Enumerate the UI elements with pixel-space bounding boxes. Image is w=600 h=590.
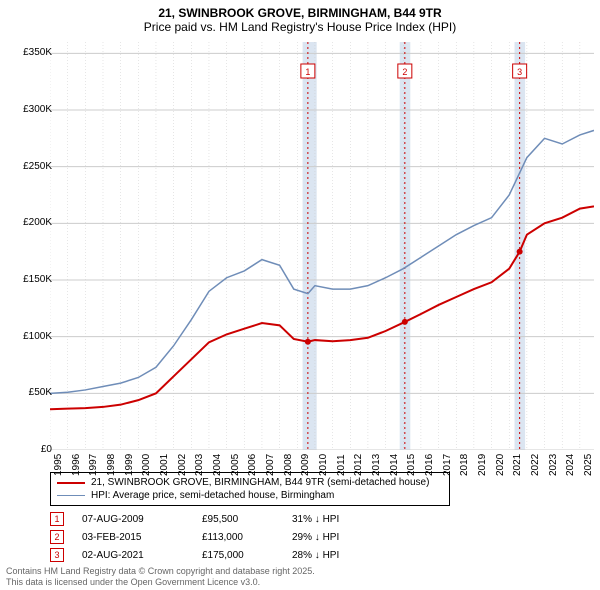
y-tick-label: £0 [6, 444, 52, 455]
legend-label: HPI: Average price, semi-detached house,… [91, 490, 334, 501]
marker-number-box: 2 [50, 530, 64, 544]
marker-price: £175,000 [202, 550, 292, 561]
y-tick-label: £250K [6, 161, 52, 172]
y-tick-label: £300K [6, 104, 52, 115]
marker-diff: 29% ↓ HPI [292, 532, 339, 543]
marker-table: 1 07-AUG-2009£95,50031% ↓ HPI 2 03-FEB-2015… [50, 512, 339, 566]
marker-price: £113,000 [202, 532, 292, 543]
y-tick-label: £150K [6, 274, 52, 285]
x-tick-label: 2022 [530, 454, 541, 476]
marker-row: 3 02-AUG-2021£175,00028% ↓ HPI [50, 548, 339, 562]
marker-row: 2 03-FEB-2015£113,00029% ↓ HPI [50, 530, 339, 544]
title-line2: Price paid vs. HM Land Registry's House … [0, 20, 600, 34]
chart-svg: 1 2 3 [50, 42, 594, 450]
svg-text:1: 1 [305, 67, 310, 77]
marker-price: £95,500 [202, 514, 292, 525]
marker-diff: 31% ↓ HPI [292, 514, 339, 525]
x-tick-label: 2025 [583, 454, 594, 476]
legend-item: HPI: Average price, semi-detached house,… [57, 489, 443, 502]
marker-row: 1 07-AUG-2009£95,50031% ↓ HPI [50, 512, 339, 526]
y-tick-label: £100K [6, 331, 52, 342]
chart: 1 2 3 [50, 42, 594, 450]
footer-line2: This data is licensed under the Open Gov… [6, 577, 315, 588]
marker-number-box: 1 [50, 512, 64, 526]
legend-label: 21, SWINBROOK GROVE, BIRMINGHAM, B44 9TR… [91, 477, 429, 488]
y-tick-label: £50K [6, 387, 52, 398]
x-tick-label: 2019 [477, 454, 488, 476]
legend-swatch [57, 495, 85, 496]
marker-date: 03-FEB-2015 [82, 532, 202, 543]
x-tick-label: 2024 [565, 454, 576, 476]
chart-title: 21, SWINBROOK GROVE, BIRMINGHAM, B44 9TR… [0, 0, 600, 34]
x-tick-label: 2021 [512, 454, 523, 476]
legend: 21, SWINBROOK GROVE, BIRMINGHAM, B44 9TR… [50, 472, 450, 506]
marker-diff: 28% ↓ HPI [292, 550, 339, 561]
legend-swatch [57, 482, 85, 484]
footer-line1: Contains HM Land Registry data © Crown c… [6, 566, 315, 577]
x-tick-label: 2018 [459, 454, 470, 476]
svg-text:3: 3 [517, 67, 522, 77]
x-tick-label: 2023 [548, 454, 559, 476]
y-tick-label: £350K [6, 47, 52, 58]
legend-item: 21, SWINBROOK GROVE, BIRMINGHAM, B44 9TR… [57, 476, 443, 489]
marker-date: 02-AUG-2021 [82, 550, 202, 561]
marker-number-box: 3 [50, 548, 64, 562]
footer: Contains HM Land Registry data © Crown c… [6, 566, 315, 588]
marker-date: 07-AUG-2009 [82, 514, 202, 525]
y-tick-label: £200K [6, 217, 52, 228]
x-tick-label: 2020 [495, 454, 506, 476]
title-line1: 21, SWINBROOK GROVE, BIRMINGHAM, B44 9TR [0, 6, 600, 20]
svg-text:2: 2 [402, 67, 407, 77]
